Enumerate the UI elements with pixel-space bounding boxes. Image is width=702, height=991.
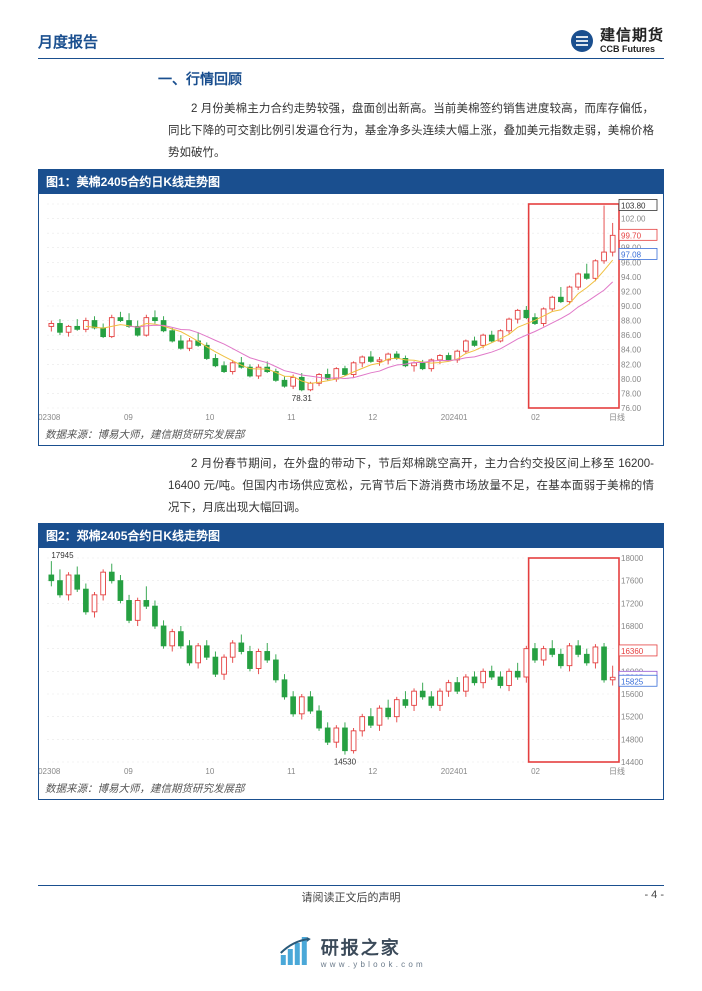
paragraph-1: 2 月份美棉主力合约走势较强，盘面创出新高。当前美棉签约销售进度较高，而库存偏低… bbox=[168, 99, 654, 165]
ybook-logo: 研报之家 w w w . y b l o o k . c o m bbox=[279, 934, 423, 969]
svg-text:78.00: 78.00 bbox=[621, 389, 642, 398]
svg-text:09: 09 bbox=[124, 767, 133, 776]
brand-cn: 建信期货 bbox=[600, 28, 664, 45]
fig2-title: 图2：郑棉2405合约日K线走势图 bbox=[38, 523, 664, 548]
svg-text:14530: 14530 bbox=[334, 758, 357, 767]
svg-text:92.00: 92.00 bbox=[621, 287, 642, 296]
brand-mark-icon bbox=[570, 29, 594, 53]
svg-text:11: 11 bbox=[287, 767, 296, 776]
page-number: - 4 - bbox=[644, 889, 664, 901]
svg-text:10: 10 bbox=[205, 767, 214, 776]
brand-en: CCB Futures bbox=[600, 45, 664, 55]
svg-text:78.31: 78.31 bbox=[292, 394, 313, 403]
svg-text:84.00: 84.00 bbox=[621, 346, 642, 355]
svg-text:16360: 16360 bbox=[621, 647, 644, 656]
svg-text:12: 12 bbox=[368, 413, 377, 422]
footer-notice: 请阅读正文后的声明 bbox=[302, 889, 401, 905]
svg-text:14400: 14400 bbox=[621, 758, 644, 767]
ybook-icon bbox=[279, 937, 313, 967]
header: 月度报告 建信期货 CCB Futures bbox=[38, 28, 664, 59]
svg-text:17200: 17200 bbox=[621, 600, 644, 609]
svg-text:86.00: 86.00 bbox=[621, 331, 642, 340]
ybook-en: w w w . y b l o o k . c o m bbox=[321, 960, 423, 969]
svg-text:90.00: 90.00 bbox=[621, 302, 642, 311]
svg-text:14800: 14800 bbox=[621, 736, 644, 745]
svg-text:日线: 日线 bbox=[609, 766, 625, 776]
fig2-source: 数据来源：博易大师，建信期货研究发展部 bbox=[39, 778, 663, 799]
fig1-wrap: 76.00 78.00 80.00 82.00 84.00 86.00 88.00 90.00… bbox=[38, 194, 664, 446]
svg-text:17945: 17945 bbox=[51, 552, 74, 561]
fig2-chart: 1440014800152001560016000164001680017200… bbox=[39, 548, 663, 778]
svg-text:202308: 202308 bbox=[39, 413, 61, 422]
fig2-wrap: 1440014800152001560016000164001680017200… bbox=[38, 548, 664, 800]
svg-text:88.00: 88.00 bbox=[621, 316, 642, 325]
svg-text:11: 11 bbox=[287, 413, 296, 422]
fig1-title: 图1：美棉2405合约日K线走势图 bbox=[38, 169, 664, 194]
ybook-cn: 研报之家 bbox=[321, 934, 423, 960]
svg-text:15200: 15200 bbox=[621, 713, 644, 722]
svg-text:202401: 202401 bbox=[441, 767, 468, 776]
svg-text:202401: 202401 bbox=[441, 413, 468, 422]
fig1-chart: 76.00 78.00 80.00 82.00 84.00 86.00 88.00 90.00… bbox=[39, 194, 663, 424]
svg-text:82.00: 82.00 bbox=[621, 360, 642, 369]
svg-text:97.08: 97.08 bbox=[621, 250, 642, 259]
svg-text:10: 10 bbox=[205, 413, 214, 422]
svg-text:16800: 16800 bbox=[621, 622, 644, 631]
doc-title: 月度报告 bbox=[38, 31, 98, 52]
svg-text:15825: 15825 bbox=[621, 678, 644, 687]
footer: 请阅读正文后的声明 - 4 - bbox=[38, 885, 664, 901]
svg-text:09: 09 bbox=[124, 413, 133, 422]
svg-text:日线: 日线 bbox=[609, 412, 625, 422]
fig1-source: 数据来源：博易大师，建信期货研究发展部 bbox=[39, 424, 663, 445]
svg-text:12: 12 bbox=[368, 767, 377, 776]
svg-text:94.00: 94.00 bbox=[621, 273, 642, 282]
section-heading: 一、行情回顾 bbox=[158, 69, 664, 89]
paragraph-2: 2 月份春节期间，在外盘的带动下，节后郑棉跳空高开，主力合约交投区间上移至 16… bbox=[168, 454, 654, 520]
brand-logo: 建信期货 CCB Futures bbox=[570, 28, 664, 54]
svg-text:02: 02 bbox=[531, 767, 540, 776]
svg-text:80.00: 80.00 bbox=[621, 375, 642, 384]
svg-text:18000: 18000 bbox=[621, 554, 644, 563]
svg-text:02: 02 bbox=[531, 413, 540, 422]
svg-text:202308: 202308 bbox=[39, 767, 61, 776]
svg-text:99.70: 99.70 bbox=[621, 231, 642, 240]
svg-text:102.00: 102.00 bbox=[621, 214, 646, 223]
svg-text:17600: 17600 bbox=[621, 577, 644, 586]
svg-text:15600: 15600 bbox=[621, 690, 644, 699]
svg-text:103.80: 103.80 bbox=[621, 201, 646, 210]
svg-text:76.00: 76.00 bbox=[621, 404, 642, 413]
